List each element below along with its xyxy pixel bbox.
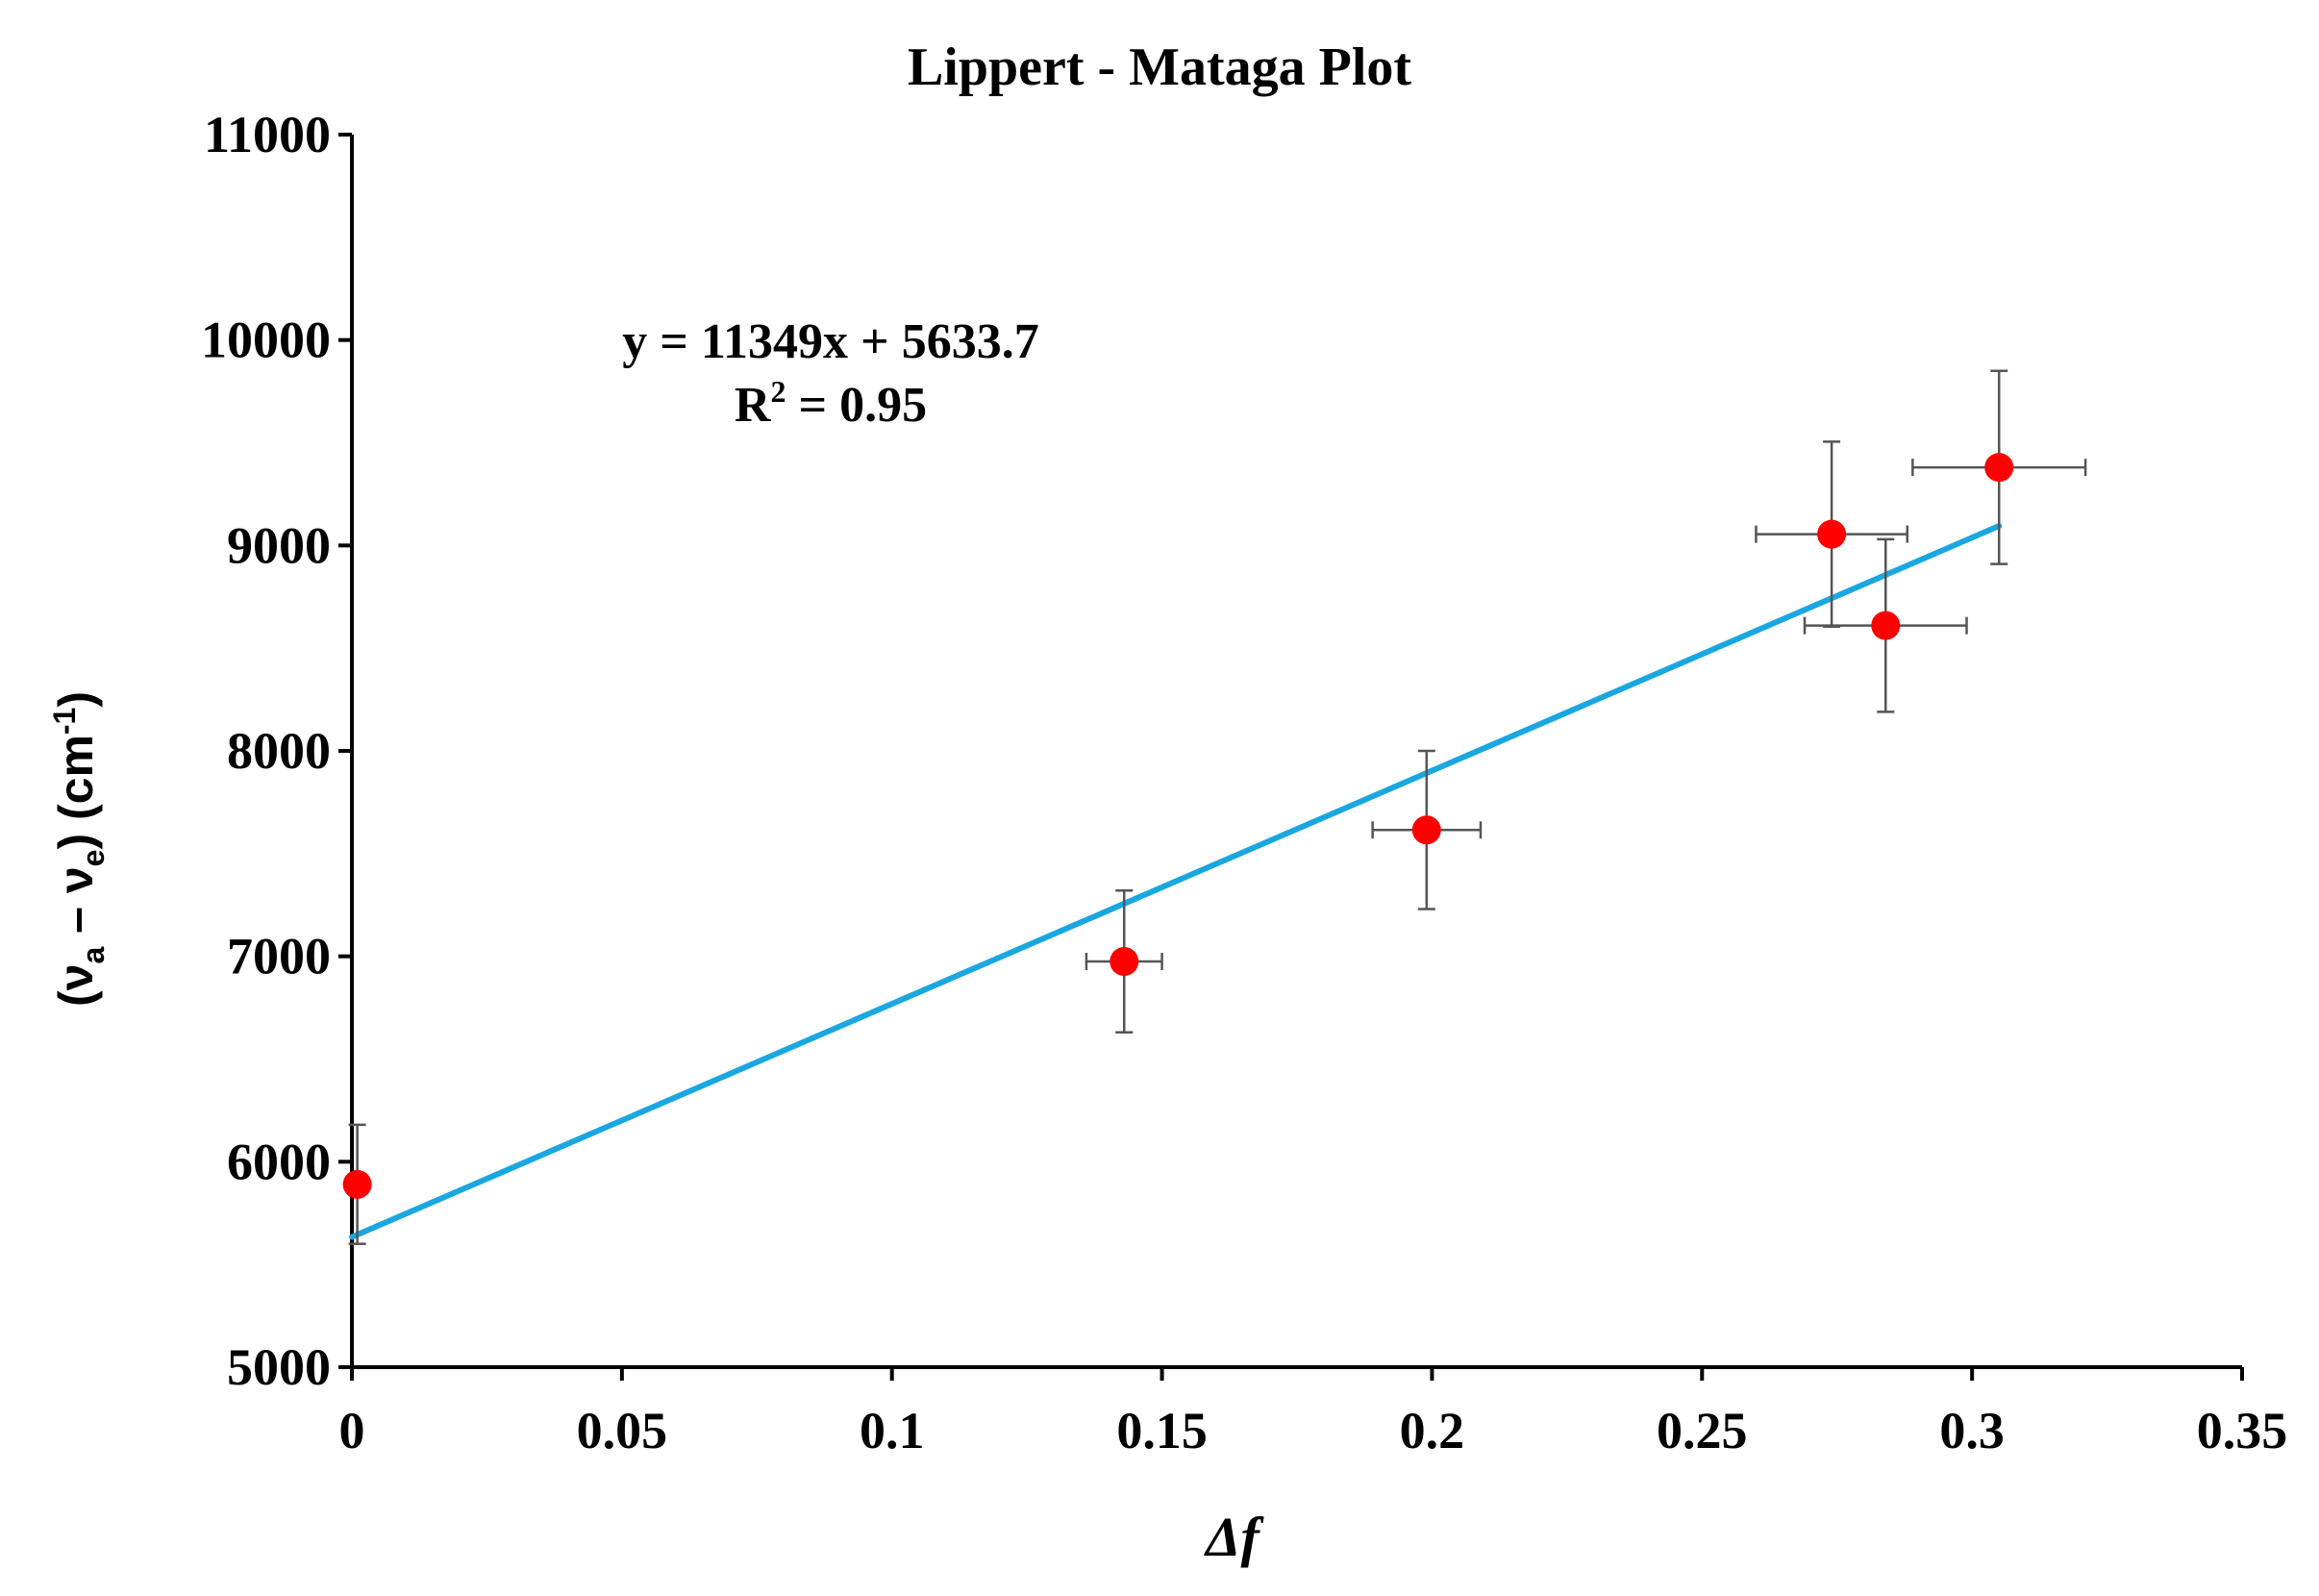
data-point <box>1817 519 1847 549</box>
data-point <box>1411 815 1441 845</box>
x-axis-label: Δf <box>1204 1506 1264 1568</box>
r2-letter: R <box>735 378 772 433</box>
y-tick-label: 5000 <box>227 1338 331 1396</box>
r2-value: = 0.95 <box>785 378 927 433</box>
data-point <box>1871 611 1901 640</box>
y-axis-label: (νa – νe) (cm-1) <box>47 691 111 1007</box>
x-tick-label: 0.2 <box>1400 1402 1465 1459</box>
y-label-nu-e: – ν <box>49 866 103 946</box>
y-tick-label: 8000 <box>227 722 331 780</box>
y-tick-label: 9000 <box>227 516 331 574</box>
fit-line <box>349 523 2003 1240</box>
y-tick-label: 6000 <box>227 1133 331 1190</box>
y-label-sup: -1 <box>47 708 82 735</box>
x-tick-label: 0.15 <box>1116 1402 1208 1459</box>
y-tick-label: 11000 <box>204 106 331 163</box>
x-tick-label: 0.3 <box>1939 1402 2005 1459</box>
r2-superscript: 2 <box>770 374 785 409</box>
y-label-sub-e: e <box>76 850 111 867</box>
y-tick-label: 10000 <box>201 312 331 369</box>
x-tick-label: 0.05 <box>577 1402 668 1459</box>
y-ticks: 5000 6000 7000 8000 9000 10000 11000 <box>201 106 352 1396</box>
y-label-unit: ) (cm <box>49 735 103 849</box>
x-tick-label: 0.1 <box>860 1402 925 1459</box>
x-tick-label: 0.25 <box>1657 1402 1748 1459</box>
data-points <box>342 453 2014 1199</box>
r-squared-label: R2 = 0.95 <box>735 374 927 433</box>
y-label-sub-a: a <box>76 947 111 964</box>
y-tick-label: 7000 <box>227 928 331 985</box>
data-point <box>1984 453 2014 483</box>
x-ticks: 0 0.05 0.1 0.15 0.2 0.25 0.3 0.35 <box>339 1367 2288 1459</box>
chart-title: Lippert - Mataga Plot <box>908 37 1411 97</box>
y-label-end: ) <box>49 691 103 708</box>
y-label-nu-a: (ν <box>49 964 103 1007</box>
data-point <box>1110 947 1139 977</box>
x-tick-label: 0.35 <box>2197 1402 2288 1459</box>
error-bars <box>348 369 2087 1246</box>
data-point <box>342 1169 372 1199</box>
x-tick-label: 0 <box>339 1402 365 1459</box>
fit-equation: y = 11349x + 5633.7 <box>622 314 1038 369</box>
